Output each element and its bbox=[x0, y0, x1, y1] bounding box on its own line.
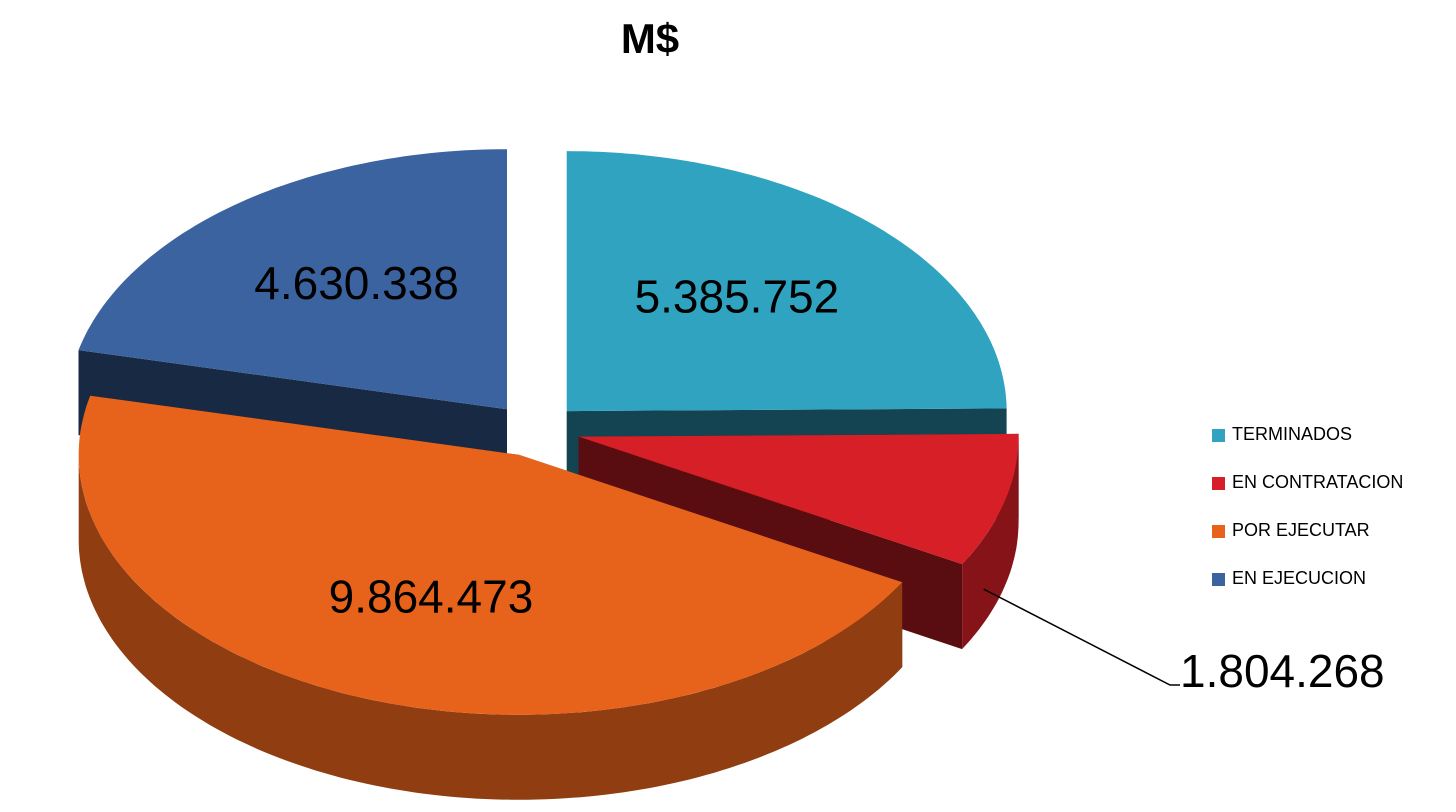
slice-top bbox=[578, 433, 1019, 565]
slice-wall bbox=[962, 436, 1019, 650]
legend-swatch bbox=[1212, 477, 1225, 490]
data-label: 9.864.473 bbox=[329, 570, 534, 622]
leader-line bbox=[983, 588, 1180, 686]
legend-label: EN CONTRATACION bbox=[1232, 472, 1403, 492]
chart-title: M$ bbox=[621, 15, 679, 62]
slice-top bbox=[78, 149, 507, 410]
legend-label: POR EJECUTAR bbox=[1232, 520, 1370, 540]
data-label: 1.804.268 bbox=[1180, 645, 1385, 697]
legend-swatch bbox=[1212, 573, 1225, 586]
legend-swatch bbox=[1212, 525, 1225, 538]
data-label: 5.385.752 bbox=[635, 270, 840, 322]
slice-top bbox=[566, 151, 1007, 412]
data-label: 4.630.338 bbox=[254, 257, 459, 309]
slice-wall bbox=[78, 454, 903, 800]
slice-top bbox=[78, 395, 903, 715]
legend-swatch bbox=[1212, 429, 1225, 442]
legend-label: TERMINADOS bbox=[1232, 424, 1352, 444]
legend-label: EN EJECUCION bbox=[1232, 568, 1366, 588]
